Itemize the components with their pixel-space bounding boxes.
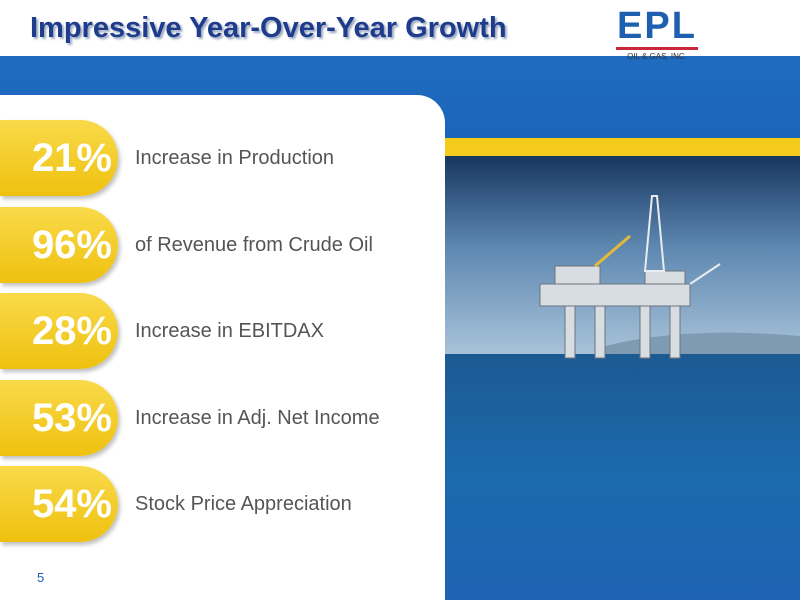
logo-mark: EPL [617,5,697,47]
stat-label: Increase in EBITDAX [135,320,324,342]
stat-label: Increase in Production [135,147,335,169]
stat-badge: 28% [0,293,118,369]
stat-value: 96% [31,222,112,267]
stat-value: 53% [31,395,112,440]
stat-row: 54% Stock Price Appreciation [0,466,445,542]
stat-label: Increase in Adj. Net Income [135,406,380,429]
stat-row: 96% of Revenue from Crude Oil [0,206,445,283]
stat-label: of Revenue from Crude Oil [135,233,373,256]
stat-badge: 21% [0,120,118,196]
stat-value: 28% [31,309,112,353]
stat-label: Stock Price Appreciation [135,493,352,515]
logo-rule [616,47,698,50]
stat-badge: 54% [0,466,118,542]
stat-row: 28% Increase in EBITDAX [0,293,445,369]
stat-badge: 53% [0,379,118,456]
stat-value: 21% [31,136,112,180]
stat-badge: 96% [0,206,118,283]
stat-row: 53% Increase in Adj. Net Income [0,379,445,456]
stat-row: 21% Increase in Production [0,120,445,196]
stat-value: 54% [31,482,112,526]
header-bar [0,0,800,56]
slide-title: Impressive Year-Over-Year Growth [30,12,507,44]
logo-subtitle: OIL & GAS, INC. [627,52,687,61]
accent-stripe [445,138,800,156]
logo: EPL OIL & GAS, INC. [612,6,702,61]
oil-rig-photo [445,156,800,600]
page-number: 5 [37,570,45,585]
